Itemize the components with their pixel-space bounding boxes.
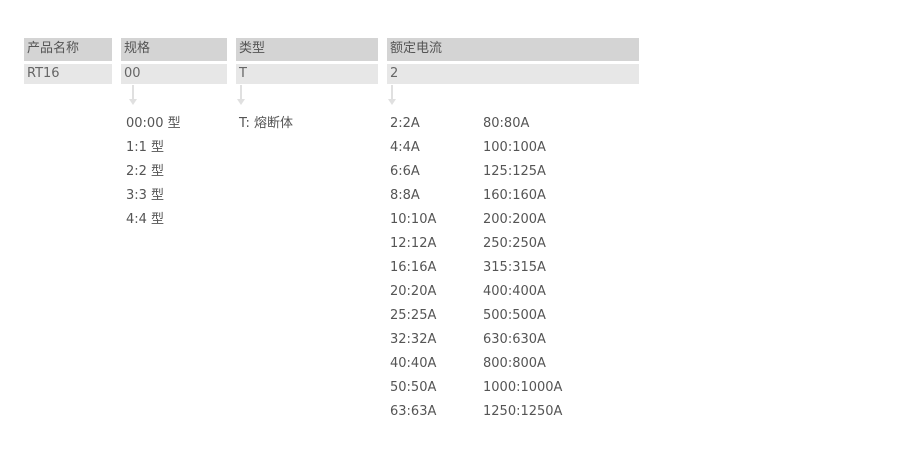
option-item: 1:1 型 — [126, 140, 165, 155]
option-item: 20:20A — [390, 284, 437, 299]
option-item: 80:80A — [483, 116, 530, 131]
option-item: 00:00 型 — [126, 116, 181, 131]
option-item: 2:2A — [390, 116, 420, 131]
option-item: 12:12A — [390, 236, 437, 251]
option-item: 400:400A — [483, 284, 546, 299]
option-item: 32:32A — [390, 332, 437, 347]
value-type: T — [236, 64, 378, 84]
option-item: 25:25A — [390, 308, 437, 323]
option-item: 200:200A — [483, 212, 546, 227]
option-item: 40:40A — [390, 356, 437, 371]
value-product-name: RT16 — [24, 64, 112, 84]
option-item: 1250:1250A — [483, 404, 563, 419]
option-item: 250:250A — [483, 236, 546, 251]
arrow-down-icon — [388, 85, 396, 105]
header-rated-current: 额定电流 — [387, 38, 639, 61]
option-item: 6:6A — [390, 164, 420, 179]
option-item: 315:315A — [483, 260, 546, 275]
current-options-list-right: 80:80A 100:100A 125:125A 160:160A 200:200A 25… — [483, 112, 562, 424]
option-item: 10:10A — [390, 212, 437, 227]
option-item: 50:50A — [390, 380, 437, 395]
value-rated-current: 2 — [387, 64, 639, 84]
option-item: 160:160A — [483, 188, 546, 203]
header-product-name: 产品名称 — [24, 38, 112, 61]
arrow-down-icon — [237, 85, 245, 105]
current-options-list-left: 2:2A 4:4A 6:6A 8:8A 10:10A 12:12A 16:16A 20:20A… — [390, 112, 436, 424]
option-item: 16:16A — [390, 260, 437, 275]
header-spec: 规格 — [121, 38, 227, 61]
arrow-down-icon — [129, 85, 137, 105]
option-item: 4:4 型 — [126, 212, 165, 227]
type-options-list: T: 熔断体 — [239, 112, 293, 136]
option-item: 8:8A — [390, 188, 420, 203]
option-item: 1000:1000A — [483, 380, 563, 395]
option-item: 2:2 型 — [126, 164, 165, 179]
spec-options-list: 00:00 型 1:1 型 2:2 型 3:3 型 4:4 型 — [126, 112, 181, 232]
option-item: 100:100A — [483, 140, 546, 155]
option-item: 800:800A — [483, 356, 546, 371]
option-item: 500:500A — [483, 308, 546, 323]
option-item: 630:630A — [483, 332, 546, 347]
value-spec: 00 — [121, 64, 227, 84]
option-item: 63:63A — [390, 404, 437, 419]
option-item: 125:125A — [483, 164, 546, 179]
option-item: T: 熔断体 — [239, 116, 294, 131]
option-item: 4:4A — [390, 140, 420, 155]
option-item: 3:3 型 — [126, 188, 165, 203]
header-type: 类型 — [236, 38, 378, 61]
